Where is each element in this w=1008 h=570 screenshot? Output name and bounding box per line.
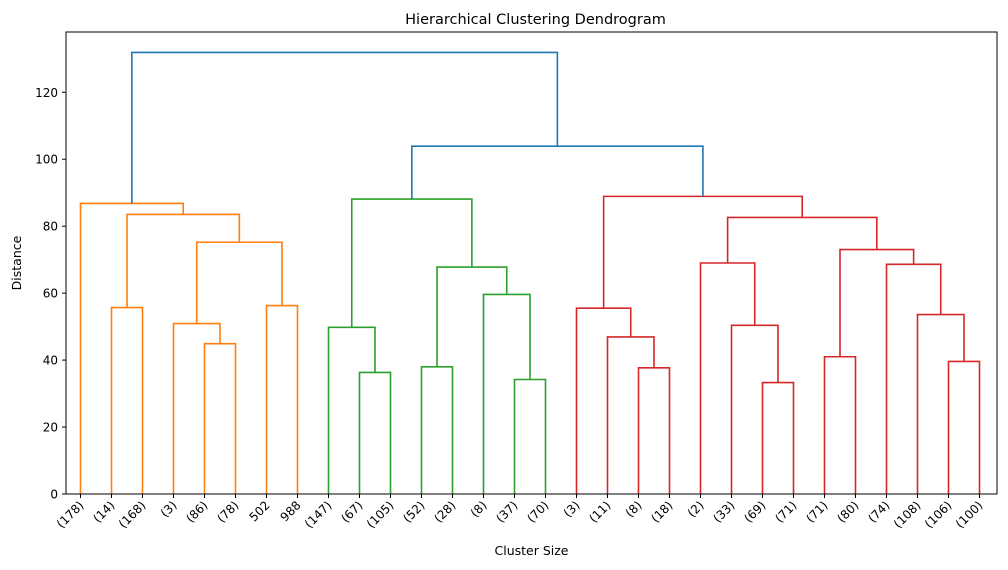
dendrogram-link-14 <box>350 198 473 328</box>
y-tick-label: 60 <box>43 287 58 301</box>
dendrogram-links <box>79 51 981 494</box>
plot-frame <box>65 31 998 495</box>
dendrogram-link-23 <box>916 313 965 494</box>
dendrogram-link-26 <box>726 216 878 263</box>
dendrogram-link-2 <box>203 342 237 494</box>
dendrogram-link-3 <box>172 322 221 494</box>
y-axis-label: Distance <box>9 235 24 290</box>
dendrogram-link-25 <box>839 248 915 357</box>
x-axis-label: Cluster Size <box>495 543 569 558</box>
chart-title: Hierarchical Clustering Dendrogram <box>405 12 666 28</box>
y-tick-label: 20 <box>43 421 58 435</box>
y-tick-label: 80 <box>43 220 58 234</box>
dendrogram-link-7 <box>79 202 184 494</box>
y-tick-label: 120 <box>35 86 58 100</box>
y-tick-label: 100 <box>35 153 58 167</box>
dendrogram-link-17 <box>575 307 632 494</box>
dendrogram-link-8 <box>358 371 392 494</box>
dendrogram-link-10 <box>420 365 454 494</box>
y-tick-label: 40 <box>43 354 58 368</box>
dendrogram-link-19 <box>730 324 779 494</box>
y-tick-label: 0 <box>50 488 58 502</box>
y-axis: 0 20 40 60 80 100 120 <box>35 86 66 502</box>
dendrogram-link-6 <box>126 213 241 308</box>
dendrogram-link-28 <box>411 145 704 200</box>
dendrogram-link-12 <box>482 293 531 494</box>
dendrogram-link-15 <box>637 366 671 494</box>
dendrogram-link-16 <box>606 336 655 494</box>
dendrogram-link-29 <box>131 51 559 204</box>
